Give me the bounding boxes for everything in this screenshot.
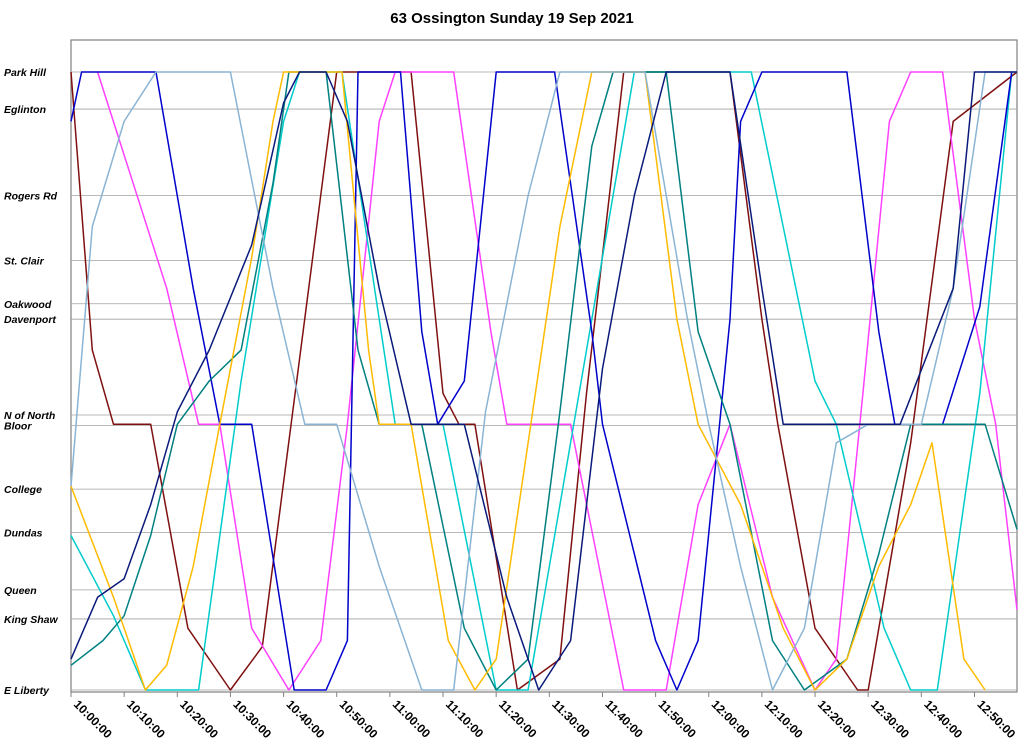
series-line [70,71,1013,691]
chart-title: 63 Ossington Sunday 19 Sep 2021 [390,10,633,27]
x-tick-label: 11:30:00 [549,697,593,741]
x-tick-label: 11:50:00 [655,697,699,741]
y-tick-label: St. Clair [4,255,45,267]
x-tick-label: 12:50:00 [974,697,1018,741]
x-tick-label: 12:30:00 [868,697,912,741]
x-tick-label: 10:10:00 [124,697,168,741]
y-tick-label: Oakwood [4,299,52,311]
y-tick-label: Davenport [4,314,56,326]
x-tick-label: 10:50:00 [337,697,381,741]
series-layer [70,71,1018,691]
y-axis-labels: Park Hill Eglinton Rogers Rd St. Clair Oakwo… [4,67,59,697]
y-tick-label: Bloor [4,420,32,432]
y-tick-label: N of North [4,410,55,422]
x-tick-label: 10:30:00 [230,697,274,741]
y-tick-label: King Shaw [4,614,59,626]
x-tick-label: 10:40:00 [283,697,327,741]
x-tick-label: 12:20:00 [815,697,859,741]
y-tick-label: Eglinton [4,104,46,116]
y-tick-label: Park Hill [4,67,47,79]
x-tick-label: 11:20:00 [496,697,540,741]
y-tick-label: College [4,484,42,496]
series-line [96,71,1018,691]
x-tick-label: 10:20:00 [177,697,221,741]
y-tick-label: Queen [4,585,37,597]
x-tick-label: 11:00:00 [390,697,434,741]
x-tick-label: 12:00:00 [709,697,753,741]
series-line [70,71,1018,691]
x-tick-label: 12:10:00 [762,697,806,741]
y-tick-label: Dundas [4,527,43,539]
x-tick-label: 11:40:00 [602,697,646,741]
x-tick-label: 11:10:00 [443,697,487,741]
series-line [70,71,1017,691]
y-tick-label: Rogers Rd [4,191,58,203]
series-line [70,71,986,691]
x-axis-labels: 10:00:00 10:10:00 10:20:00 10:30:00 10:40:00… [70,692,1018,741]
x-tick-label: 10:00:00 [71,697,115,741]
y-tick-label: E Liberty [4,685,50,697]
series-line [70,71,1017,691]
x-tick-label: 12:40:00 [921,697,965,741]
plot-area [70,39,1018,693]
